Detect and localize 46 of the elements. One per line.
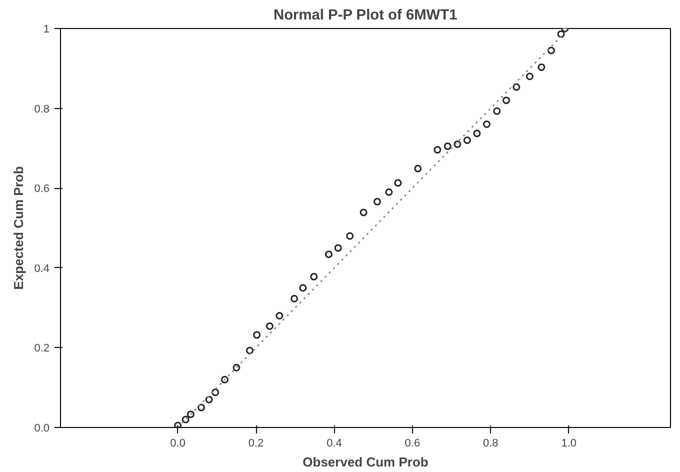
point (502, 96, 510, 104)
y-tick-label: 0.6 (34, 183, 50, 196)
point (299, 284, 307, 292)
point (360, 208, 368, 216)
y-tick-label: 0.0 (34, 422, 50, 434)
point (373, 198, 381, 206)
x-tick-label: 0.4 (326, 438, 342, 450)
point (198, 404, 206, 412)
point (394, 179, 402, 187)
point (482, 120, 490, 128)
y-axis-title: Expected Cum Prob (11, 166, 26, 290)
point (512, 83, 520, 91)
point (463, 136, 471, 144)
point (493, 107, 501, 115)
point (346, 232, 354, 240)
y-tick-label: 0.8 (34, 103, 50, 116)
x-tick-label: 0.6 (404, 438, 420, 450)
point (334, 244, 342, 252)
point (220, 376, 228, 384)
y-tick-label: 1 (43, 24, 50, 36)
point (276, 312, 284, 320)
point (212, 388, 220, 396)
point (473, 130, 481, 138)
point (547, 46, 555, 54)
point (385, 188, 393, 196)
point (414, 164, 422, 172)
point (290, 294, 298, 302)
point (310, 272, 318, 280)
point (324, 250, 332, 258)
point (253, 331, 261, 339)
y-tick-label: 0.2 (34, 342, 50, 355)
x-tick-label: 0.0 (170, 438, 186, 450)
chart-title: Normal P-P Plot of 6MWT1 (273, 8, 458, 24)
point (444, 142, 452, 150)
point (434, 146, 442, 154)
point (205, 396, 213, 404)
point (232, 364, 240, 372)
x-tick-label: 1.0 (561, 438, 576, 450)
point (538, 63, 546, 71)
x-axis-title: Observed Cum Prob (302, 454, 428, 470)
point (526, 72, 534, 80)
point (266, 322, 274, 330)
x-tick-label: 0.8 (482, 438, 498, 450)
x-tick-label: 0.2 (248, 438, 264, 450)
y-tick-label: 0.4 (34, 262, 50, 275)
point (246, 346, 254, 354)
